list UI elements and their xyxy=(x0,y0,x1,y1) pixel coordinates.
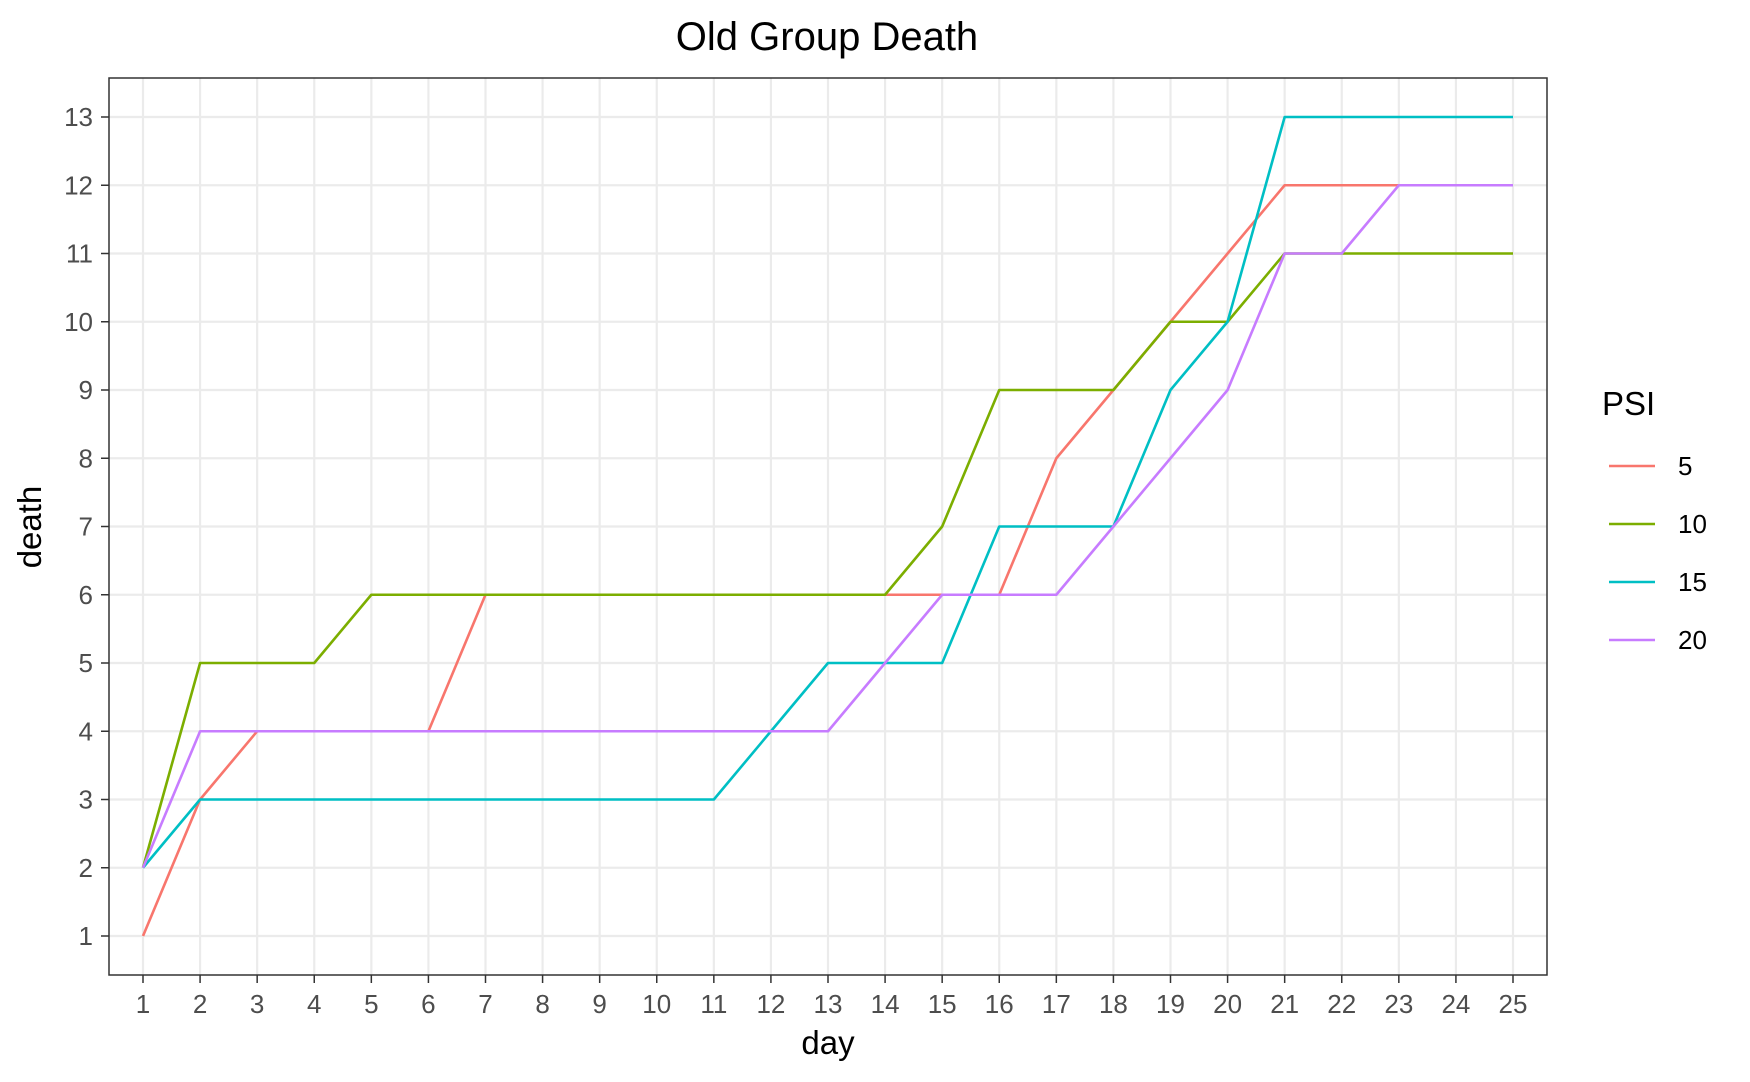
legend-label-psi-15: 15 xyxy=(1678,567,1707,597)
legend-title: PSI xyxy=(1602,385,1655,422)
x-tick-label-3: 3 xyxy=(250,989,264,1019)
legend-label-psi-5: 5 xyxy=(1678,451,1692,481)
x-tick-label-18: 18 xyxy=(1099,989,1128,1019)
y-tick-label-12: 12 xyxy=(64,170,93,200)
x-tick-label-8: 8 xyxy=(535,989,549,1019)
y-tick-label-13: 13 xyxy=(64,102,93,132)
y-axis-title: death xyxy=(11,486,48,569)
x-tick-label-13: 13 xyxy=(814,989,843,1019)
x-axis: 1 2 3 4 5 6 7 8 9 10 11 12 13 14 15 16 17 18 19 20 21 22 23 24 2… xyxy=(136,975,1528,1019)
x-tick-label-16: 16 xyxy=(985,989,1014,1019)
y-tick-label-7: 7 xyxy=(79,512,93,542)
x-tick-label-19: 19 xyxy=(1156,989,1185,1019)
series-line-psi-20 xyxy=(141,183,1513,869)
x-tick-label-2: 2 xyxy=(193,989,207,1019)
y-tick-label-6: 6 xyxy=(79,580,93,610)
x-tick-label-1: 1 xyxy=(136,989,150,1019)
x-tick-label-7: 7 xyxy=(478,989,492,1019)
x-axis-title: day xyxy=(801,1024,855,1061)
y-tick-label-1: 1 xyxy=(79,921,93,951)
legend-label-psi-20: 20 xyxy=(1678,625,1707,655)
x-tick-label-10: 10 xyxy=(642,989,671,1019)
y-tick-label-8: 8 xyxy=(79,443,93,473)
y-tick-label-4: 4 xyxy=(79,716,93,746)
x-tick-label-5: 5 xyxy=(364,989,378,1019)
y-tick-label-2: 2 xyxy=(79,853,93,883)
y-tick-label-3: 3 xyxy=(79,785,93,815)
x-tick-label-21: 21 xyxy=(1270,989,1299,1019)
y-tick-label-11: 11 xyxy=(66,239,93,269)
x-tick-label-22: 22 xyxy=(1327,989,1356,1019)
chart-title: Old Group Death xyxy=(676,15,978,59)
x-tick-label-9: 9 xyxy=(592,989,606,1019)
y-tick-label-9: 9 xyxy=(79,375,93,405)
x-tick-label-6: 6 xyxy=(421,989,435,1019)
x-tick-label-4: 4 xyxy=(307,989,321,1019)
y-tick-label-5: 5 xyxy=(79,648,93,678)
x-tick-label-24: 24 xyxy=(1441,989,1470,1019)
x-tick-label-23: 23 xyxy=(1384,989,1413,1019)
series-line-psi-15 xyxy=(142,115,1513,869)
grid-lines xyxy=(109,78,1547,975)
legend: PSI 5 10 15 20 xyxy=(1602,385,1707,655)
x-tick-label-11: 11 xyxy=(700,989,727,1019)
series-lines xyxy=(141,115,1513,937)
x-tick-label-15: 15 xyxy=(928,989,957,1019)
x-tick-label-14: 14 xyxy=(871,989,900,1019)
x-tick-label-20: 20 xyxy=(1213,989,1242,1019)
x-tick-label-17: 17 xyxy=(1042,989,1071,1019)
y-tick-label-10: 10 xyxy=(64,307,93,337)
x-tick-label-25: 25 xyxy=(1499,989,1528,1019)
x-tick-label-12: 12 xyxy=(756,989,785,1019)
legend-label-psi-10: 10 xyxy=(1678,509,1707,539)
